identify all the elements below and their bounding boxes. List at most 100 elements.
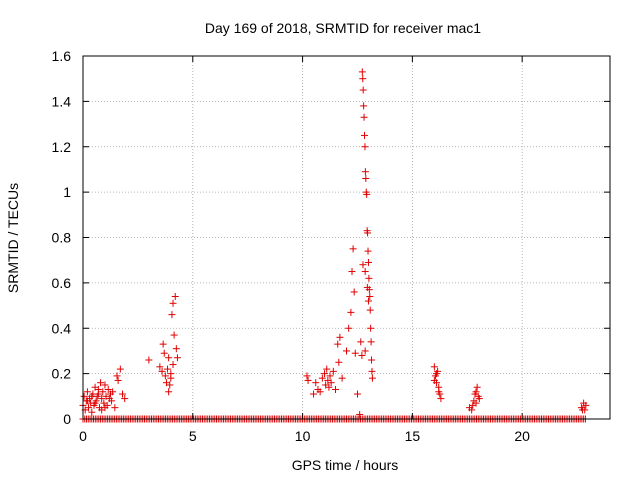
data-point [359, 261, 367, 269]
data-point [351, 349, 359, 357]
y-tick-label: 0.2 [52, 366, 72, 382]
data-point [173, 354, 181, 362]
data-point [349, 245, 357, 253]
data-point [323, 365, 331, 373]
data-point [83, 397, 91, 405]
data-point [364, 247, 372, 255]
data-point [334, 340, 342, 348]
data-point [348, 268, 356, 276]
data-point [327, 379, 335, 387]
data-point [336, 333, 344, 341]
data-point [359, 86, 367, 94]
data-point [353, 390, 361, 398]
data-points [79, 68, 590, 423]
data-point [91, 399, 99, 407]
data-point [361, 168, 369, 176]
x-tick-label: 15 [405, 428, 421, 444]
data-point [83, 388, 91, 396]
data-point [360, 113, 368, 121]
y-axis-label: SRMTID / TECUs [5, 183, 21, 293]
data-point [109, 388, 117, 396]
y-tick-label: 0.4 [52, 320, 72, 336]
data-point [160, 349, 168, 357]
grid-lines [83, 56, 610, 419]
data-point [165, 354, 173, 362]
data-point [172, 345, 180, 353]
data-point [108, 397, 116, 405]
data-point [368, 356, 376, 364]
data-point [166, 381, 174, 389]
data-point [114, 376, 122, 384]
data-point [579, 406, 587, 414]
data-point [159, 340, 167, 348]
data-point [161, 372, 169, 380]
data-point [335, 358, 343, 366]
data-point [332, 386, 340, 394]
data-point [325, 383, 333, 391]
data-point [318, 374, 326, 382]
data-point [165, 388, 173, 396]
data-point [364, 297, 372, 305]
data-point [345, 324, 353, 332]
data-point [84, 404, 92, 412]
data-point [437, 395, 445, 403]
data-point [363, 190, 371, 198]
data-point [475, 395, 483, 403]
data-point [94, 390, 102, 398]
data-point [156, 363, 164, 371]
data-point [169, 299, 177, 307]
data-point [167, 374, 175, 382]
y-tick-label: 1.2 [52, 139, 72, 155]
data-point [362, 175, 370, 183]
data-point [366, 292, 374, 300]
data-point [347, 308, 355, 316]
y-tick-label: 0 [63, 411, 71, 427]
data-point [367, 324, 375, 332]
x-axis-label: GPS time / hours [292, 457, 399, 473]
data-point [316, 388, 324, 396]
y-tick-label: 0.6 [52, 275, 72, 291]
data-point [321, 370, 329, 378]
data-point [338, 374, 346, 382]
data-point [171, 292, 179, 300]
data-point [435, 388, 443, 396]
data-point [168, 311, 176, 319]
x-tick-label: 5 [189, 428, 197, 444]
data-point [326, 372, 334, 380]
data-point [361, 143, 369, 151]
data-point [582, 401, 590, 409]
data-point [473, 383, 481, 391]
data-point [361, 268, 369, 276]
chart-title: Day 169 of 2018, SRMTID for receiver mac… [205, 20, 481, 36]
data-point [368, 374, 376, 382]
data-point [343, 347, 350, 355]
data-point [310, 390, 318, 398]
data-point [433, 370, 441, 378]
data-point [356, 410, 364, 418]
data-point [364, 258, 372, 266]
data-point [97, 379, 105, 387]
data-point [111, 404, 119, 412]
y-tick-label: 1.6 [52, 48, 72, 64]
data-point [104, 386, 112, 394]
data-point [430, 363, 438, 371]
y-tick-label: 1 [63, 184, 71, 200]
data-point [113, 372, 121, 380]
data-point [350, 288, 358, 296]
data-point [365, 274, 373, 282]
data-point [366, 306, 374, 314]
data-point [88, 408, 96, 416]
data-point [329, 367, 337, 375]
data-point [145, 356, 153, 364]
data-point [367, 338, 375, 346]
data-point [361, 347, 369, 355]
data-point [170, 331, 178, 339]
data-point [368, 367, 376, 375]
data-point [158, 367, 166, 375]
data-point [358, 351, 366, 359]
x-tick-label: 10 [295, 428, 311, 444]
data-point [80, 392, 88, 400]
data-point [359, 75, 367, 83]
